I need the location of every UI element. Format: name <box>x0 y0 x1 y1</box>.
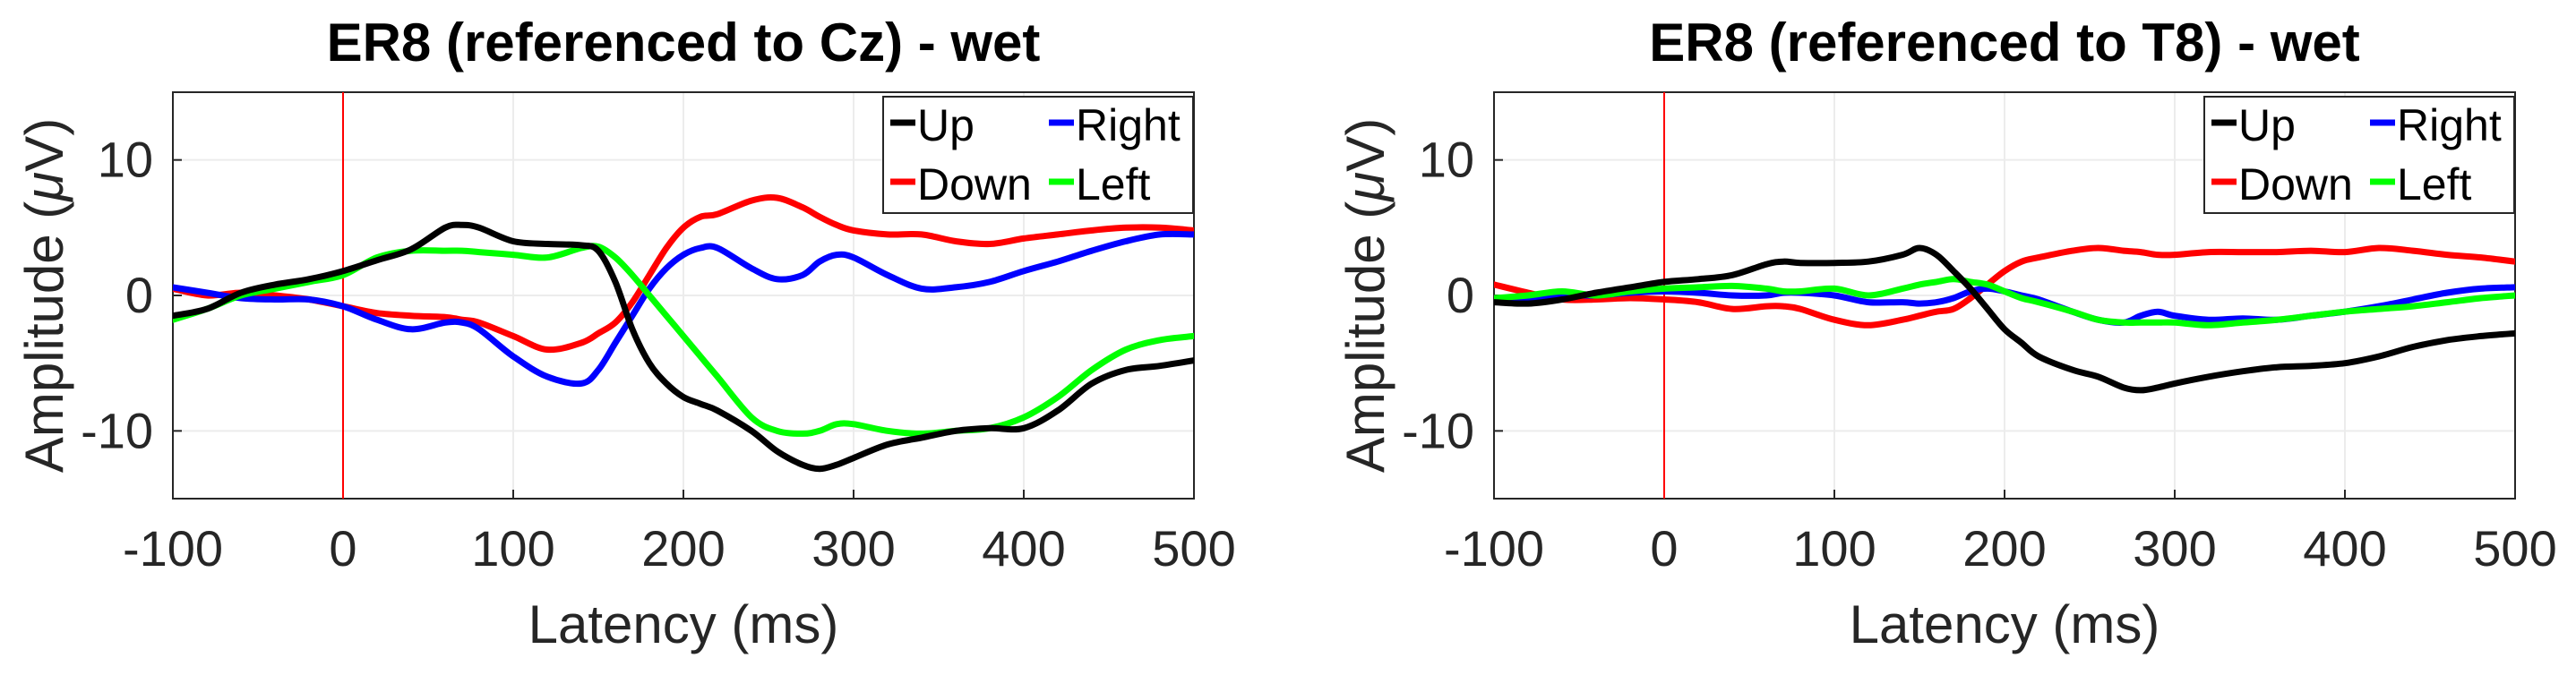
legend-label-up: Up <box>917 100 975 150</box>
legend-label-right: Right <box>1076 100 1181 150</box>
x-tick-label: -100 <box>1444 520 1544 577</box>
series-line-down <box>1494 244 2515 329</box>
x-tick-label: 500 <box>1152 520 1235 577</box>
series-line-down <box>173 194 1194 354</box>
y-axis-label: Amplitude (μV) <box>1335 118 1395 473</box>
legend-label-down: Down <box>917 159 1032 209</box>
chart-title: ER8 (referenced to T8) - wet <box>1649 13 2360 73</box>
series-line-left <box>1494 276 2515 329</box>
legend-box <box>882 96 1194 214</box>
x-tick-label: 400 <box>982 520 1065 577</box>
x-tick-label: 300 <box>2133 520 2216 577</box>
legend-label-right: Right <box>2397 100 2502 150</box>
x-tick-label: 0 <box>1650 520 1678 577</box>
legend: Up Right Down Left <box>882 96 1194 214</box>
legend-label-left: Left <box>2397 159 2472 209</box>
y-label-unit: V) <box>1335 118 1395 172</box>
legend-label-left: Left <box>1076 159 1151 209</box>
y-tick-label: 0 <box>1447 267 1474 323</box>
y-tick-label: 10 <box>98 132 153 188</box>
x-tick-label: 300 <box>811 520 895 577</box>
x-tick-label: 200 <box>1962 520 2046 577</box>
y-label-mu: μ <box>14 172 74 203</box>
y-tick-label: 10 <box>1419 132 1474 188</box>
x-tick-label: -100 <box>123 520 223 577</box>
legend-label-down: Down <box>2238 159 2353 209</box>
y-label-text: Amplitude ( <box>1335 201 1395 473</box>
x-tick-label: 400 <box>2303 520 2386 577</box>
y-tick-label: -10 <box>81 402 153 458</box>
y-label-text: Amplitude ( <box>14 201 74 473</box>
chart-title: ER8 (referenced to Cz) - wet <box>327 13 1041 73</box>
x-tick-label: 100 <box>471 520 554 577</box>
series-line-up <box>1494 244 2515 394</box>
x-axis-label: Latency (ms) <box>1850 594 2160 654</box>
y-label-unit: V) <box>14 118 74 172</box>
series-line-up <box>173 221 1194 473</box>
y-tick-label: 0 <box>125 267 153 323</box>
series-line-right <box>173 230 1194 388</box>
y-tick-label: -10 <box>1402 402 1474 458</box>
x-tick-label: 200 <box>641 520 725 577</box>
y-label-mu: μ <box>1335 172 1395 203</box>
legend-box <box>2203 96 2515 214</box>
legend-label-up: Up <box>2238 100 2296 150</box>
x-tick-label: 0 <box>329 520 356 577</box>
x-axis-label: Latency (ms) <box>528 594 839 654</box>
x-tick-label: 100 <box>1792 520 1876 577</box>
legend: Up Right Down Left <box>2203 96 2515 214</box>
x-tick-label: 500 <box>2473 520 2556 577</box>
y-axis-label: Amplitude (μV) <box>14 118 74 473</box>
